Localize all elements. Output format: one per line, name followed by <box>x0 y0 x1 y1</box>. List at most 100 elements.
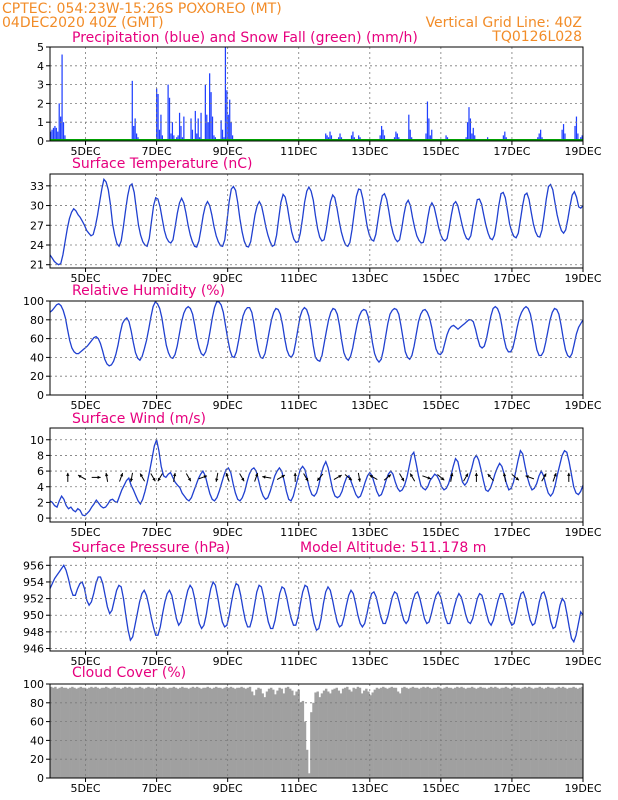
cloud-bar <box>64 687 68 778</box>
cloud-bar <box>193 687 197 778</box>
cloud-bar <box>162 686 165 778</box>
cloud-bar <box>284 687 288 778</box>
cloud-bar <box>62 687 66 778</box>
precip-bar <box>134 118 136 141</box>
cloud-bar <box>447 687 451 778</box>
cloud-bar <box>530 687 533 778</box>
x-tick-label: 11DEC <box>280 526 317 539</box>
panel-3: 0 2 4 6 8 10 5DEC 7DEC 9DEC 11DEC 13DEC 15DEC 17DEC 1… <box>30 427 602 539</box>
precip-bar <box>409 129 411 141</box>
wind-arrow-head <box>543 473 547 477</box>
precip-bar <box>574 125 576 141</box>
cloud-bar <box>375 687 379 778</box>
precip-bar <box>330 135 333 141</box>
panel-0: 0 1 2 3 4 5 5DEC 7DEC 9DEC 11DEC 13DEC 15DEC 17DEC 19… <box>37 41 602 158</box>
x-tick-label: 9DEC <box>213 782 243 795</box>
x-tick-label: 7DEC <box>142 655 172 668</box>
cloud-bar <box>365 688 368 778</box>
cloud-bar <box>329 693 332 778</box>
cloud-bar <box>508 688 512 778</box>
cloud-bar <box>119 688 123 778</box>
cloud-bar <box>272 689 275 778</box>
x-tick-label: 19DEC <box>564 655 601 668</box>
cloud-bar <box>257 687 260 778</box>
y-tick-label: 6 <box>37 465 44 478</box>
cloud-bar <box>69 687 72 778</box>
wind-arrow-head <box>369 475 373 479</box>
cloud-bar <box>166 688 169 778</box>
cloud-bar <box>236 687 239 778</box>
precip-bar <box>206 114 208 141</box>
x-tick-label: 19DEC <box>564 399 601 412</box>
cloud-bar <box>303 721 307 778</box>
wind-arrow <box>303 473 309 482</box>
precip-bar <box>167 84 169 141</box>
cloud-bar <box>143 688 146 778</box>
humidity-panel-title: Relative Humidity (%) <box>72 283 226 299</box>
wind-arrow <box>511 474 520 481</box>
cloud-bar <box>238 687 241 778</box>
cloud-bar <box>282 693 286 778</box>
x-tick-label: 7DEC <box>142 145 172 158</box>
wind-arrow-head <box>348 477 352 481</box>
cloud-bar <box>157 686 161 778</box>
precip-bar <box>325 133 327 141</box>
y-tick-label: 80 <box>30 314 44 327</box>
cloud-bar <box>466 687 470 778</box>
cloud-bar <box>73 687 76 778</box>
x-tick-label: 15DEC <box>422 782 459 795</box>
cloud-bar <box>305 749 309 778</box>
precip-bar <box>577 133 579 141</box>
wind-arrow-head <box>338 475 342 479</box>
cloud-bar <box>578 687 582 778</box>
cloud-bar <box>551 687 554 778</box>
cloud-bar <box>100 687 104 778</box>
cloud-bar <box>403 686 406 778</box>
panel-bg <box>50 428 583 522</box>
cloud-bar <box>187 688 190 778</box>
x-tick-label: 5DEC <box>70 782 100 795</box>
cloud-bar <box>413 687 417 778</box>
wind-arrow-head <box>440 477 445 481</box>
precip-bar <box>382 129 384 141</box>
x-tick-label: 17DEC <box>493 655 530 668</box>
cloud-bar <box>481 687 484 778</box>
cloud-bar <box>506 687 510 778</box>
cloud-bar <box>528 686 531 778</box>
y-tick-label: 20 <box>30 753 44 766</box>
cloud-bar <box>134 687 138 778</box>
wind-arrow-head <box>120 473 124 477</box>
cloud-bar <box>248 686 252 778</box>
cloud-bar <box>470 686 474 778</box>
cloud-bar <box>204 687 207 778</box>
cloud-bar <box>540 687 544 778</box>
cloud-bar <box>384 687 387 778</box>
wind-arrow <box>567 472 571 482</box>
cloud-bar <box>521 687 525 778</box>
wind-arrow <box>105 472 109 482</box>
precip-bar <box>581 135 583 141</box>
precip-panel-title: Precipitation (blue) and Snow Fall (gree… <box>72 30 418 46</box>
cloud-bar <box>212 687 216 778</box>
cloud-bar <box>164 687 167 778</box>
precip-bar <box>156 88 158 141</box>
cloud-bar <box>511 687 514 778</box>
precip-bar <box>445 135 447 141</box>
panel-frame <box>49 173 584 269</box>
series-line <box>49 177 584 266</box>
wind-arrow-head <box>262 475 266 479</box>
cloud-bar <box>242 687 245 778</box>
cloud-bar <box>210 688 214 778</box>
cloud-bar <box>462 687 465 778</box>
precip-bar <box>211 116 214 141</box>
x-tick-label: 19DEC <box>564 272 601 285</box>
cloud-bar <box>437 686 440 778</box>
wind-arrow-head <box>305 477 309 482</box>
cloud-bar <box>155 687 159 778</box>
cloud-bar <box>354 688 357 778</box>
precip-bar <box>52 127 55 141</box>
wind-arrow <box>357 472 361 482</box>
cloud-bar <box>392 687 396 778</box>
precip-bar <box>54 125 56 141</box>
